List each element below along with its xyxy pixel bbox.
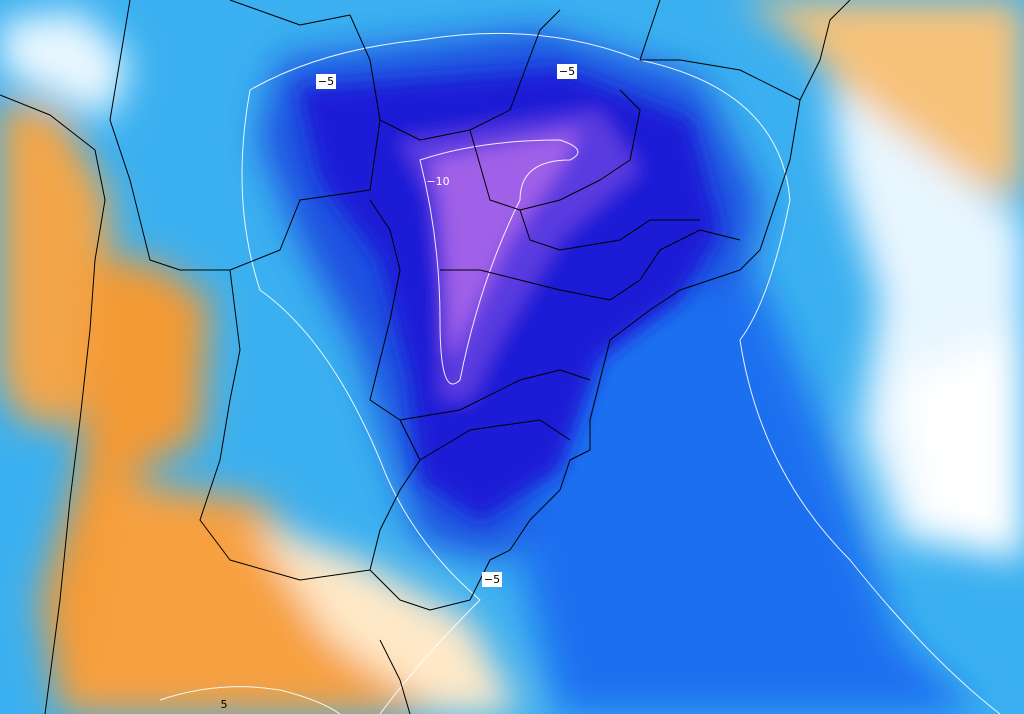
isoline bbox=[159, 686, 341, 714]
coastline bbox=[379, 639, 411, 714]
border bbox=[469, 89, 641, 211]
coastline bbox=[799, 0, 851, 101]
border bbox=[109, 0, 381, 271]
label-bg bbox=[316, 74, 336, 89]
contour-label: 5 bbox=[221, 698, 228, 711]
isoline bbox=[419, 139, 579, 385]
border bbox=[419, 419, 571, 461]
contour-label: −5 bbox=[318, 75, 334, 88]
contour-labels: −5 −5 −10 −5 5 bbox=[221, 64, 577, 711]
border bbox=[229, 0, 561, 141]
contour-label: −5 bbox=[559, 65, 575, 78]
label-bg bbox=[482, 572, 502, 587]
coastline bbox=[0, 94, 106, 714]
isoline bbox=[241, 89, 481, 714]
contour-label: −5 bbox=[484, 573, 500, 586]
border bbox=[519, 209, 700, 251]
isoline bbox=[249, 32, 1001, 714]
label-bg bbox=[557, 64, 577, 79]
border bbox=[440, 229, 741, 301]
border bbox=[199, 269, 371, 581]
contour-label: −10 bbox=[426, 175, 449, 188]
border bbox=[399, 369, 591, 421]
coastline bbox=[369, 0, 801, 611]
